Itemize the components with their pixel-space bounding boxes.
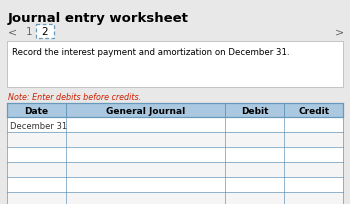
Text: Note: Enter debits before credits.: Note: Enter debits before credits. (8, 93, 141, 102)
Bar (7, 147, 343, 162)
Bar (7, 192, 343, 204)
Bar (7, 118, 343, 132)
FancyBboxPatch shape (36, 25, 54, 39)
Text: 1: 1 (26, 27, 33, 37)
Text: 2: 2 (42, 27, 48, 37)
Bar (7, 103, 343, 118)
Text: Debit: Debit (241, 107, 268, 116)
Text: <: < (8, 27, 17, 37)
Bar (7, 177, 343, 192)
Text: Journal entry worksheet: Journal entry worksheet (8, 12, 189, 25)
Text: Credit: Credit (298, 107, 329, 116)
Bar (7, 162, 343, 177)
Text: December 31: December 31 (10, 121, 67, 130)
Text: General Journal: General Journal (106, 107, 185, 116)
Text: >: > (335, 27, 344, 37)
Text: Date: Date (25, 107, 48, 116)
Bar (7, 132, 343, 147)
Text: Record the interest payment and amortization on December 31.: Record the interest payment and amortiza… (12, 48, 290, 57)
FancyBboxPatch shape (7, 42, 343, 88)
